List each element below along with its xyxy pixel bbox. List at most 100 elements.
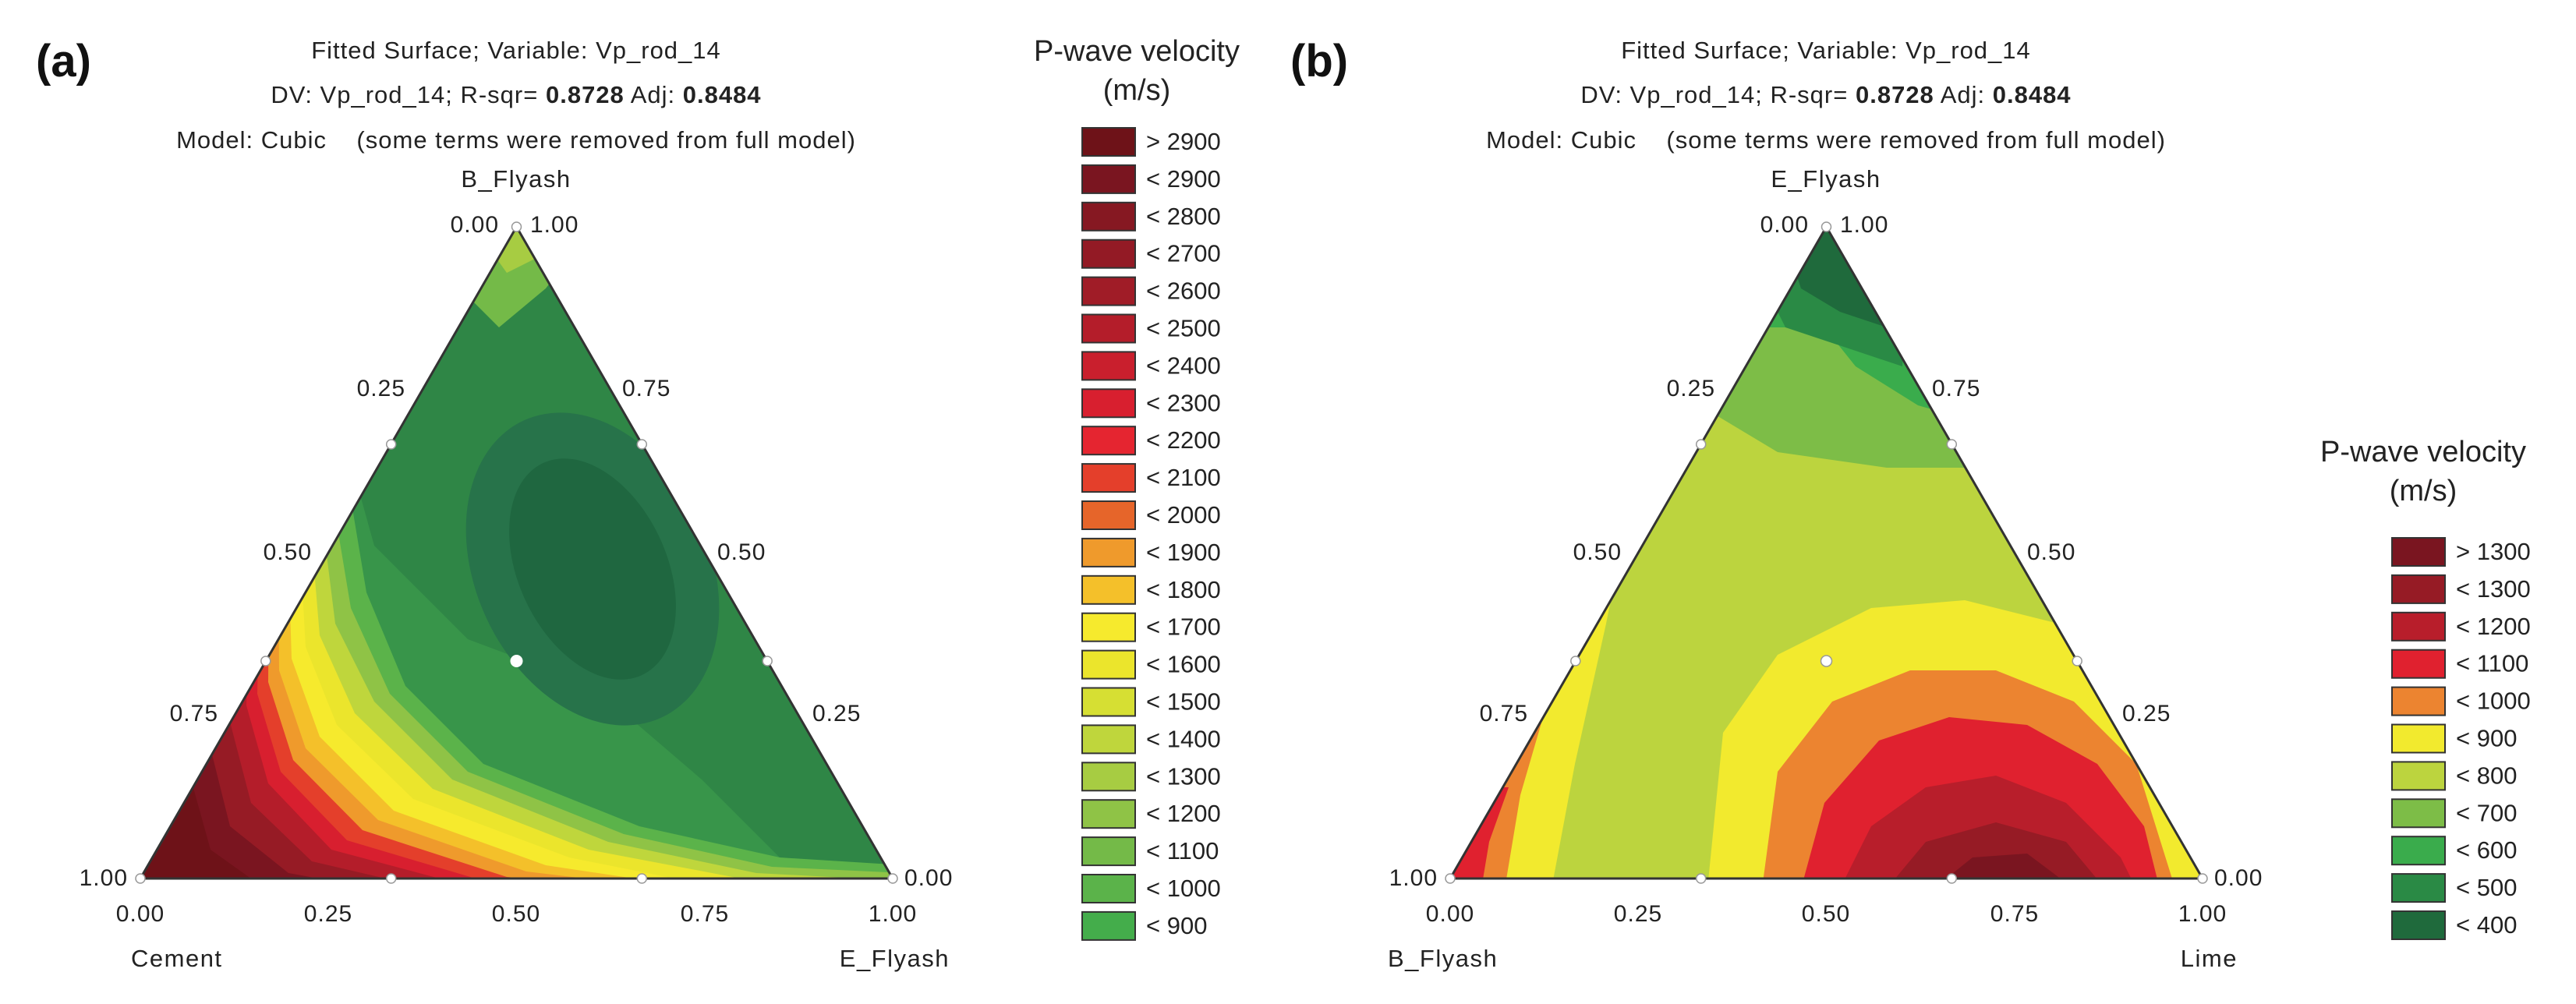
panel-a-point — [135, 873, 146, 884]
panel-b-left-tick-2: 0.75 — [1480, 701, 1528, 726]
panel-a-legend-label: < 2400 — [1146, 352, 1221, 379]
panel-b-legend-label: < 400 — [2456, 911, 2517, 939]
panel-a-design-points — [135, 221, 898, 884]
panel-b-design-points — [1445, 221, 2208, 884]
panel-b-legend-swatch — [2391, 574, 2446, 604]
panel-b-left-tick-0: 0.25 — [1667, 376, 1715, 401]
panel-a-rsq: 0.8728 — [546, 81, 625, 108]
panel-a-adj: 0.8484 — [683, 81, 762, 108]
panel-b: (b) Fitted Surface; Variable: Vp_rod_14 … — [1290, 36, 2531, 972]
panel-a-legend-label: < 2900 — [1146, 165, 1221, 193]
panel-b-legend: P-wave velocity (m/s) > 1300 < 1300 < 1200… — [2320, 436, 2531, 940]
panel-b-contour-surface — [1450, 227, 2203, 878]
panel-b-apex-tick-left: 0.00 — [1760, 212, 1809, 238]
panel-a-legend-swatch — [1081, 687, 1136, 717]
panel-a-point — [385, 439, 397, 450]
panel-b-center-point — [1820, 655, 1833, 667]
panel-b-apex-tick-right: 1.00 — [1840, 212, 1888, 238]
panel-a-left-tick-0: 0.25 — [357, 376, 405, 401]
panel-a-legend-label: < 1000 — [1146, 875, 1221, 902]
panel-a-legend-swatch — [1081, 351, 1136, 381]
panel-a-right-tick-2: 0.25 — [812, 701, 861, 726]
panel-a-legend-unit: (m/s) — [1103, 74, 1171, 107]
panel-a-legend-swatch — [1081, 500, 1136, 530]
panel-b-right-tick-1: 0.50 — [2027, 539, 2075, 565]
panel-a-legend-label: < 1400 — [1146, 725, 1221, 752]
panel-a-legend-swatch — [1081, 313, 1136, 344]
panel-a-legend-label: < 2800 — [1146, 203, 1221, 230]
panel-a-bottom-tick-3: 0.75 — [681, 901, 729, 927]
panel-a-legend-swatch — [1081, 649, 1136, 680]
panel-a-right-tick-1: 0.50 — [717, 539, 766, 565]
panel-b-legend-label: < 1000 — [2456, 688, 2531, 715]
panel-a-bottom-tick-1: 0.25 — [304, 901, 352, 927]
panel-a-legend-swatch — [1081, 799, 1136, 829]
panel-b-point — [1946, 873, 1958, 884]
panel-b-legend-swatch — [2391, 910, 2446, 940]
panel-a-bottom-tick-4: 1.00 — [869, 901, 917, 927]
panel-a-legend-label: < 1200 — [1146, 800, 1221, 827]
panel-b-legend-items: > 1300 < 1300 < 1200 < 1100 < 1000 < 900 < 800… — [2391, 537, 2531, 940]
panel-b-corner-right-tick: 0.00 — [2214, 865, 2263, 891]
panel-a-legend-label: < 2700 — [1146, 240, 1221, 267]
panel-a-left-tick-1: 0.50 — [264, 539, 312, 565]
panel-a-header-line3: Model: Cubic (some terms were removed fr… — [176, 126, 856, 154]
panel-b-right-tick-0: 0.75 — [1932, 376, 1980, 401]
panel-a-legend-swatch — [1081, 276, 1136, 306]
panel-a-contour-surface — [140, 227, 893, 878]
panel-a-legend-swatch — [1081, 388, 1136, 419]
panel-a-point — [636, 439, 648, 450]
panel-a-legend-swatch — [1081, 612, 1136, 642]
panel-a-apex-tick-right: 1.00 — [530, 212, 579, 238]
panel-b-legend-label: < 900 — [2456, 725, 2517, 752]
panel-a-center-point — [510, 655, 523, 667]
panel-a-legend-label: < 2000 — [1146, 501, 1221, 529]
panel-b-corner-left-tick: 1.00 — [1389, 865, 1438, 891]
panel-b-bottom-tick-2: 0.50 — [1802, 901, 1850, 927]
panel-a-legend-label: < 1100 — [1146, 837, 1219, 864]
panel-a-legend-label: < 1900 — [1146, 539, 1221, 566]
panel-b-legend-swatch — [2391, 798, 2446, 829]
panel-a-legend-swatch — [1081, 537, 1136, 567]
panel-a-adj-label: Adj: — [631, 81, 683, 108]
panel-b-legend-label: < 700 — [2456, 799, 2517, 826]
panel-b-point — [1821, 221, 1832, 232]
panel-a-header-line2: DV: Vp_rod_14; R-sqr= 0.8728 Adj: 0.8484 — [271, 81, 761, 108]
panel-a-point — [260, 656, 271, 666]
panel-a: (a) Fitted Surface; Variable: Vp_rod_14 … — [36, 35, 1240, 972]
panel-a-legend-swatch — [1081, 201, 1136, 232]
panel-a-legend-label: < 2500 — [1146, 315, 1221, 342]
panel-a-legend-swatch — [1081, 463, 1136, 493]
panel-a-legend-label: > 2900 — [1146, 128, 1221, 155]
panel-a-label: (a) — [36, 36, 91, 87]
panel-b-adj: 0.8484 — [1993, 81, 2072, 108]
panel-b-point — [1695, 873, 1707, 884]
panel-a-legend-swatch — [1081, 874, 1136, 903]
panel-a-legend-label: < 1700 — [1146, 613, 1221, 641]
panel-a-corner-right-tick: 0.00 — [904, 865, 953, 891]
panel-a-header-dv: DV: Vp_rod_14; R-sqr= — [271, 81, 546, 108]
panel-a-legend-swatch — [1081, 910, 1136, 941]
panel-a-legend-swatch — [1081, 164, 1136, 194]
panel-a-point — [762, 656, 773, 666]
panel-a-bottom-left-label: Cement — [131, 945, 223, 972]
panel-b-left-tick-1: 0.50 — [1573, 539, 1622, 565]
panel-b-right-tick-2: 0.25 — [2122, 701, 2171, 726]
panel-a-legend-label: < 1800 — [1146, 576, 1221, 603]
panel-a-bottom-tick-0: 0.00 — [116, 901, 165, 927]
panel-b-point — [2072, 656, 2082, 666]
panel-a-legend-items: > 2900 < 2900 < 2800 < 2700 < 2600 < 2500 < 24… — [1081, 127, 1221, 941]
panel-b-bottom-tick-4: 1.00 — [2178, 901, 2227, 927]
panel-b-legend-swatch — [2391, 761, 2446, 791]
panel-b-bottom-left-label: B_Flyash — [1388, 945, 1498, 972]
panel-a-right-tick-0: 0.75 — [622, 376, 671, 401]
panel-b-legend-label: < 500 — [2456, 874, 2517, 901]
panel-b-point — [1946, 439, 1958, 450]
panel-a-legend-title: P-wave velocity — [1034, 35, 1240, 68]
panel-b-legend-swatch — [2391, 649, 2446, 679]
panel-a-triangle-frame — [138, 224, 895, 880]
panel-a-legend-label: < 900 — [1146, 912, 1207, 939]
panel-b-legend-swatch — [2391, 836, 2446, 866]
panel-b-apex-label: E_Flyash — [1771, 165, 1881, 193]
